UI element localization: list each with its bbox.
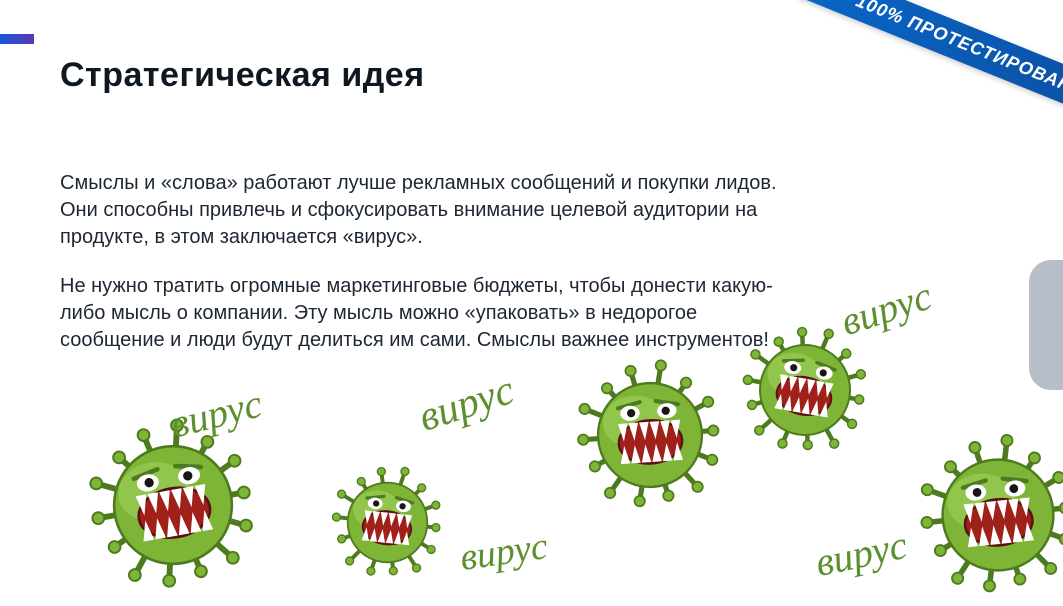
virus-label: вирус	[811, 521, 911, 586]
paragraph-2: Не нужно тратить огромные маркетинговые …	[60, 273, 780, 354]
side-tab	[1029, 260, 1063, 390]
virus-icon	[910, 427, 1063, 603]
virus-label: вирус	[457, 524, 550, 580]
virus-label: вирус	[835, 272, 937, 345]
virus-icon	[324, 459, 450, 585]
virus-icon	[75, 407, 272, 604]
paragraph-1: Смыслы и «слова» работают лучше рекламны…	[60, 170, 780, 251]
virus-icon	[570, 355, 730, 515]
tested-ribbon: 100% ПРОТЕСТИРОВАНО	[797, 0, 1063, 131]
page-title: Стратегическая идея	[60, 56, 425, 95]
virus-label: вирус	[166, 380, 267, 448]
body-text: Смыслы и «слова» работают лучше рекламны…	[60, 170, 780, 376]
virus-label: вирус	[413, 366, 520, 442]
accent-bar	[0, 34, 34, 44]
ribbon-text: 100% ПРОТЕСТИРОВАНО	[853, 0, 1063, 101]
